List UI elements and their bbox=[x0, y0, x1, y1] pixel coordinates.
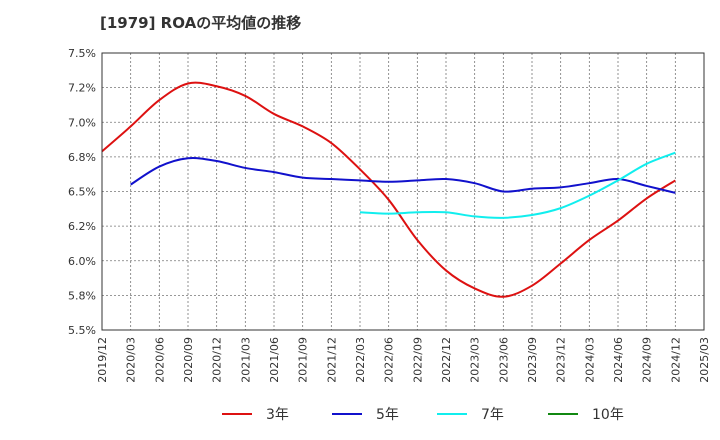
x-tick-label: 2022/12 bbox=[440, 337, 453, 383]
x-tick-label: 2025/03 bbox=[698, 337, 711, 383]
x-tick-label: 2020/06 bbox=[153, 337, 166, 383]
x-tick-label: 2022/06 bbox=[383, 337, 396, 383]
y-tick-label: 7.5% bbox=[68, 47, 96, 60]
legend-label: 3年 bbox=[266, 407, 289, 423]
y-tick-label: 6.8% bbox=[68, 151, 96, 164]
x-tick-label: 2022/09 bbox=[411, 337, 424, 383]
y-tick-label: 5.5% bbox=[68, 324, 96, 337]
chart-title: [1979] ROAの平均値の推移 bbox=[100, 14, 302, 32]
x-tick-label: 2023/12 bbox=[555, 337, 568, 383]
x-tick-label: 2023/09 bbox=[526, 337, 539, 383]
x-tick-label: 2023/06 bbox=[497, 337, 510, 383]
x-tick-label: 2021/06 bbox=[268, 337, 281, 383]
x-axis-ticks: 2019/12 2020/03 2020/06 2020/09 2020/12 2021/… bbox=[96, 337, 711, 383]
x-tick-label: 2024/09 bbox=[641, 337, 654, 383]
x-tick-label: 2020/12 bbox=[211, 337, 224, 383]
x-tick-label: 2023/03 bbox=[469, 337, 482, 383]
y-axis-ticks: 5.5% 5.8% 6.0% 6.2% 6.5% 6.8% 7.0% 7.2% 7.5% bbox=[68, 47, 96, 337]
y-tick-label: 6.5% bbox=[68, 186, 96, 199]
y-tick-label: 5.8% bbox=[68, 289, 96, 302]
series-line-3年 bbox=[101, 81, 676, 298]
plot-frame bbox=[101, 52, 705, 331]
x-tick-label: 2021/09 bbox=[297, 337, 310, 383]
y-tick-label: 6.2% bbox=[68, 220, 96, 233]
x-tick-label: 2024/06 bbox=[612, 337, 625, 383]
x-tick-label: 2020/03 bbox=[125, 337, 138, 383]
x-tick-label: 2020/09 bbox=[182, 337, 195, 383]
x-tick-label: 2021/03 bbox=[239, 337, 252, 383]
y-tick-label: 7.2% bbox=[68, 82, 96, 95]
legend-label: 5年 bbox=[376, 407, 399, 423]
x-tick-label: 2024/12 bbox=[669, 337, 682, 383]
grid bbox=[102, 53, 704, 330]
legend-label: 10年 bbox=[592, 407, 624, 423]
legend: 3年 5年 7年 10年 bbox=[222, 407, 624, 423]
series-line-5年 bbox=[130, 157, 676, 194]
y-tick-label: 7.0% bbox=[68, 116, 96, 129]
x-tick-label: 2022/03 bbox=[354, 337, 367, 383]
series-line-7年 bbox=[359, 151, 676, 219]
series-lines bbox=[101, 81, 676, 298]
x-tick-label: 2021/12 bbox=[325, 337, 338, 383]
x-tick-label: 2024/03 bbox=[583, 337, 596, 383]
x-tick-label: 2019/12 bbox=[96, 337, 109, 383]
y-tick-label: 6.0% bbox=[68, 255, 96, 268]
legend-label: 7年 bbox=[481, 407, 504, 423]
